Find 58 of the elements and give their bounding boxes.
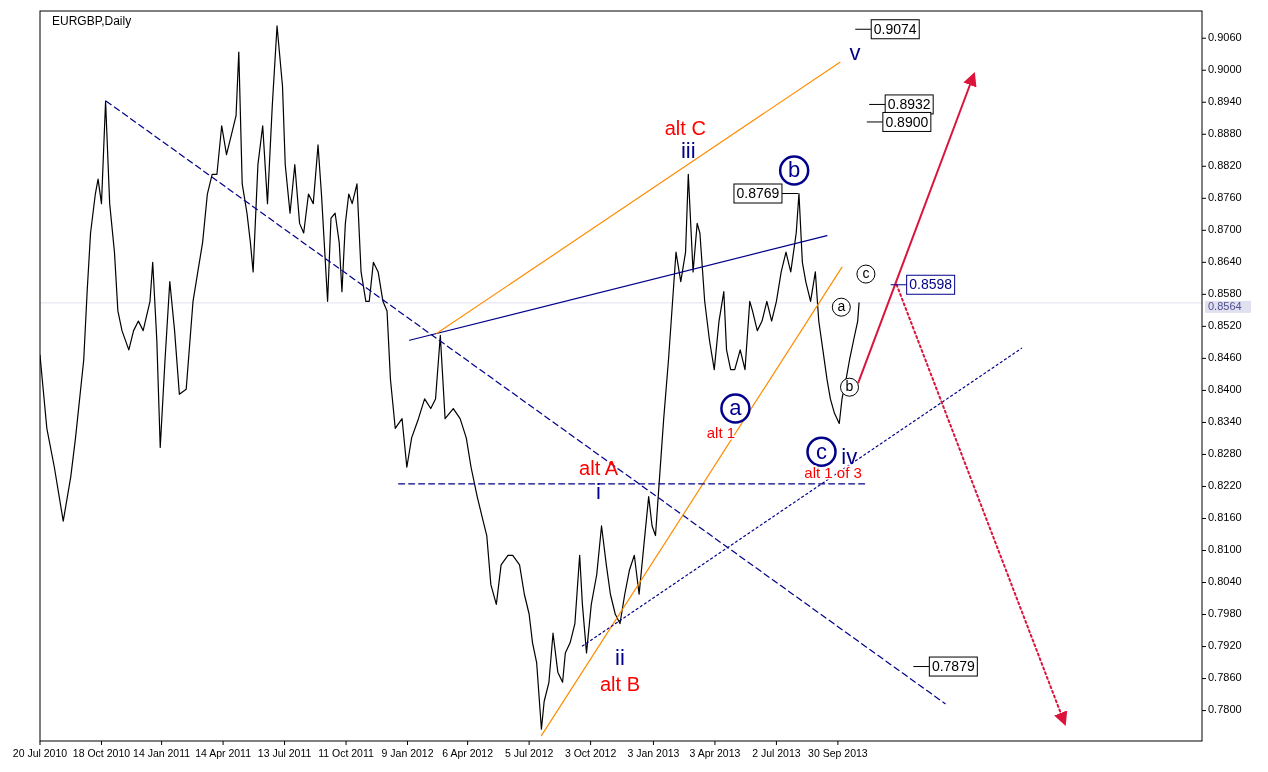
annotation: ii (615, 645, 625, 671)
x-tick-label: 3 Apr 2013 (689, 747, 741, 759)
annotation: alt A (579, 457, 619, 480)
y-tick-label: 0.8460 (1208, 351, 1242, 364)
annotation: iii (680, 138, 696, 164)
x-tick-label: 2 Jul 2013 (752, 747, 801, 759)
y-tick-label: 0.8760 (1208, 191, 1242, 204)
y-tick-label: 0.8640 (1208, 255, 1242, 268)
y-tick-label: 0.8700 (1208, 223, 1242, 236)
y-tick-label: 0.8160 (1208, 511, 1242, 524)
y-tick-label: 0.8280 (1208, 447, 1242, 460)
y-tick-label: 0.8400 (1208, 383, 1242, 396)
annotation: b (788, 157, 801, 183)
y-tick-label: 0.9000 (1208, 63, 1242, 76)
y-tick-label: 0.8940 (1208, 95, 1242, 108)
y-tick-label: 0.7860 (1208, 671, 1242, 684)
y-tick-label: 0.8580 (1208, 287, 1242, 300)
y-tick-label: 0.7920 (1208, 639, 1242, 652)
annotation: c (862, 264, 870, 281)
x-tick-label: 14 Apr 2011 (195, 747, 252, 759)
y-tick-label: 0.8100 (1208, 543, 1242, 556)
x-tick-label: 20 Jul 2010 (12, 747, 68, 759)
annotation: a (837, 297, 846, 314)
x-tick-label: 9 Jan 2012 (381, 747, 434, 759)
y-tick-label: 0.8040 (1208, 575, 1242, 588)
x-tick-label: 3 Jan 2013 (627, 747, 680, 759)
annotation: alt C (664, 116, 706, 139)
ref-line-label: 0.8564 (1208, 299, 1242, 312)
annotation: alt 1 (706, 424, 736, 442)
x-tick-label: 11 Oct 2011 (318, 747, 375, 759)
annotation: v (849, 40, 861, 66)
x-tick-label: 14 Jan 2011 (133, 747, 191, 759)
y-tick-label: 0.7980 (1208, 607, 1242, 620)
y-tick-label: 0.9060 (1208, 31, 1242, 44)
annotation: 0.9074 (873, 20, 917, 37)
annotation: 0.8900 (885, 113, 929, 130)
y-tick-label: 0.8820 (1208, 159, 1242, 172)
annotation: i (596, 478, 601, 504)
x-tick-label: 18 Oct 2010 (72, 747, 131, 759)
x-tick-label: 6 Apr 2012 (442, 747, 494, 759)
annotation: 0.8932 (887, 96, 931, 113)
annotation: b (845, 377, 854, 394)
annotation: alt B (599, 672, 640, 695)
y-tick-label: 0.8880 (1208, 127, 1242, 140)
y-tick-label: 0.8220 (1208, 479, 1242, 492)
annotation: a (729, 395, 743, 421)
annotation: 0.7879 (931, 658, 975, 675)
y-tick-label: 0.8340 (1208, 415, 1242, 428)
y-tick-label: 0.7800 (1208, 703, 1242, 716)
x-tick-label: 3 Oct 2012 (564, 747, 617, 759)
annotation: 0.8598 (909, 276, 953, 293)
x-tick-label: 5 Jul 2012 (504, 747, 554, 759)
annotation: 0.8769 (736, 185, 780, 202)
annotation: c (816, 438, 827, 464)
y-tick-label: 0.8520 (1208, 319, 1242, 332)
x-tick-label: 30 Sep 2013 (808, 747, 868, 759)
x-tick-label: 13 Jul 2011 (257, 747, 312, 759)
chart-title: EURGBP,Daily (52, 14, 132, 28)
